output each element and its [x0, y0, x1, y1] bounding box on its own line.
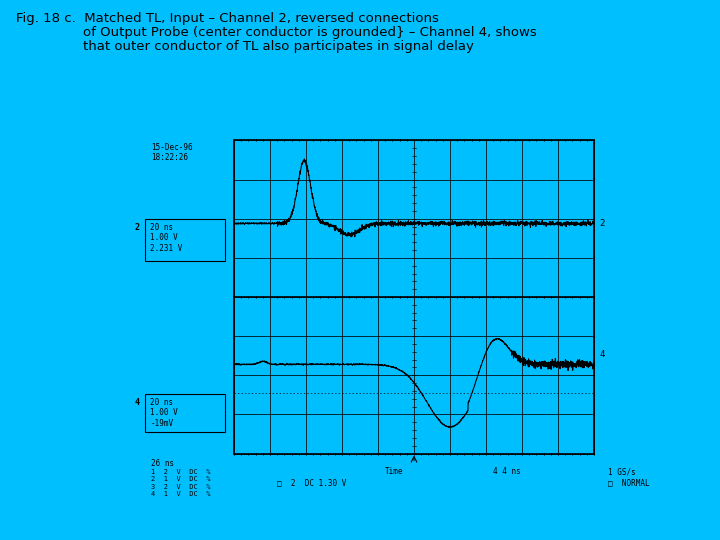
Text: 2: 2 [135, 224, 140, 232]
Text: □  2  DC 1.30 V: □ 2 DC 1.30 V [277, 478, 346, 487]
Text: 26 ns: 26 ns [151, 459, 174, 468]
Text: 1 GS/s: 1 GS/s [608, 467, 636, 476]
Text: □  NORMAL: □ NORMAL [608, 478, 650, 487]
Text: Fig. 18 c.  Matched TL, Input – Channel 2, reversed connections: Fig. 18 c. Matched TL, Input – Channel 2… [16, 12, 438, 25]
Bar [234, 140, 594, 454]
Text: 4: 4 [135, 399, 140, 407]
Text: of Output Probe (center conductor is grounded} – Channel 4, shows: of Output Probe (center conductor is gro… [83, 26, 536, 39]
Text: Time: Time [385, 467, 404, 476]
Text: 4: 4 [599, 350, 604, 360]
Text: 2: 2 [599, 219, 604, 228]
Text: 1  2  V  DC  %
2  1  V  DC  %
3  2  V  DC  %
4  1  V  DC  %: 1 2 V DC % 2 1 V DC % 3 2 V DC % 4 1 V D… [151, 469, 211, 497]
Text: that outer conductor of TL also participates in signal delay: that outer conductor of TL also particip… [83, 40, 474, 53]
Text: 20 ns
1.00 V
-19mV: 20 ns 1.00 V -19mV [150, 398, 179, 428]
Text: 4 4 ns: 4 4 ns [493, 467, 521, 476]
Text: 20 ns
1.00 V
2.231 V: 20 ns 1.00 V 2.231 V [150, 223, 183, 253]
Text: 15-Dec-96
18:22:26: 15-Dec-96 18:22:26 [151, 143, 193, 163]
FancyBboxPatch shape [145, 219, 225, 261]
FancyBboxPatch shape [145, 394, 225, 433]
